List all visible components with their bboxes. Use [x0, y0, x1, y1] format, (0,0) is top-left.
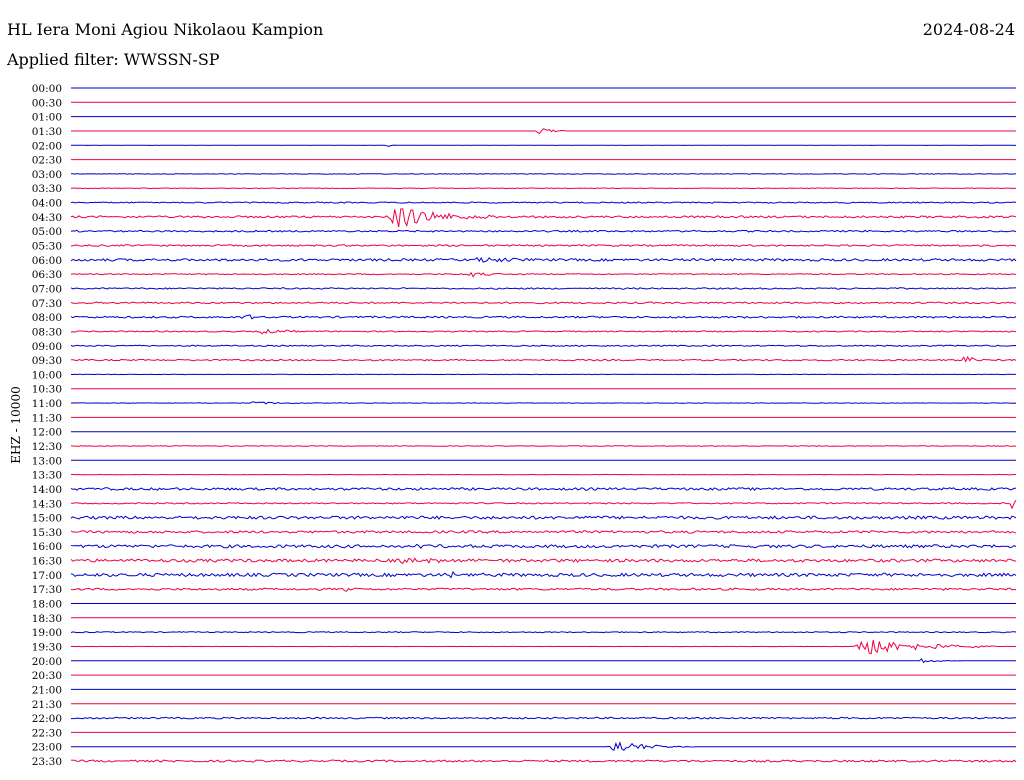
trace-line [70, 355, 1017, 363]
trace-line [70, 759, 1017, 763]
trace-line [70, 344, 1017, 347]
trace-line [71, 373, 1017, 376]
time-label: 01:30 [32, 126, 62, 138]
seismic-traces [70, 87, 1017, 763]
trace-line [70, 570, 1017, 579]
time-label: 09:00 [32, 341, 62, 353]
trace-line [70, 401, 1017, 405]
trace-line [70, 530, 1017, 534]
trace-line [70, 543, 1017, 549]
time-labels: 00:00 00:30 01:00 01:30 02:00 02:30 03:00 03:30… [32, 83, 62, 768]
time-label: 06:00 [32, 255, 62, 267]
time-label: 20:30 [32, 670, 62, 682]
time-label: 08:30 [32, 326, 62, 338]
time-label: 10:00 [32, 369, 62, 381]
trace-line [70, 229, 1017, 233]
trace-line [70, 499, 1017, 510]
time-label: 05:00 [32, 226, 62, 238]
trace-line [71, 173, 1017, 175]
time-label: 21:00 [32, 684, 62, 696]
trace-line [70, 328, 1017, 335]
time-label: 14:00 [32, 484, 62, 496]
time-label: 10:30 [32, 384, 62, 396]
time-label: 11:00 [32, 398, 62, 410]
time-label: 00:00 [32, 83, 62, 95]
trace-line [70, 445, 1017, 447]
station-title: HL Iera Moni Agiou Nikolaou Kampion [7, 20, 324, 39]
time-label: 09:30 [32, 355, 62, 367]
time-label: 13:00 [32, 455, 62, 467]
time-label: 07:30 [32, 298, 62, 310]
trace-line [70, 587, 1017, 592]
trace-line [70, 557, 1017, 565]
time-label: 08:00 [32, 312, 62, 324]
time-label: 20:00 [32, 656, 62, 668]
trace-line [70, 201, 1017, 204]
time-label: 23:30 [32, 756, 62, 768]
time-label: 03:30 [32, 183, 62, 195]
time-label: 07:00 [32, 283, 62, 295]
time-label: 23:00 [32, 742, 62, 754]
time-label: 14:30 [32, 498, 62, 510]
trace-line [71, 716, 1016, 720]
trace-line [70, 244, 1017, 247]
time-label: 17:00 [32, 570, 62, 582]
trace-line [71, 128, 1016, 135]
trace-line [70, 515, 1017, 520]
trace-line [70, 208, 1017, 228]
time-label: 16:00 [32, 541, 62, 553]
record-date: 2024-08-24 [922, 20, 1015, 39]
time-label: 18:00 [32, 599, 62, 611]
time-label: 05:30 [32, 241, 62, 253]
time-label: 21:30 [32, 699, 62, 711]
trace-line [70, 631, 1017, 634]
time-label: 12:00 [32, 427, 62, 439]
time-label: 19:00 [32, 627, 62, 639]
time-label: 15:30 [32, 527, 62, 539]
trace-line [70, 301, 1017, 305]
trace-line [70, 287, 1016, 290]
time-label: 01:00 [32, 112, 62, 124]
time-label: 22:30 [32, 727, 62, 739]
time-label: 04:00 [32, 198, 62, 210]
trace-line [70, 271, 1017, 278]
time-label: 11:30 [32, 412, 62, 424]
filter-label: Applied filter: WWSSN-SP [7, 50, 220, 69]
time-label: 12:30 [32, 441, 62, 453]
time-label: 02:00 [32, 140, 62, 152]
trace-line [71, 658, 1016, 664]
time-label: 16:30 [32, 556, 62, 568]
time-label: 17:30 [32, 584, 62, 596]
time-label: 15:00 [32, 513, 62, 525]
time-label: 18:30 [32, 613, 62, 625]
time-label: 19:30 [32, 641, 62, 653]
trace-line [70, 256, 1017, 263]
time-label: 04:30 [32, 212, 62, 224]
trace-line [70, 314, 1017, 320]
trace-line [70, 487, 1017, 491]
time-label: 02:30 [32, 155, 62, 167]
time-label: 13:30 [32, 470, 62, 482]
time-label: 00:30 [32, 97, 62, 109]
trace-line [70, 187, 1017, 190]
trace-line [71, 741, 1016, 752]
trace-line [70, 640, 1016, 655]
time-label: 22:00 [32, 713, 62, 725]
time-label: 06:30 [32, 269, 62, 281]
time-label: 03:00 [32, 169, 62, 181]
trace-line [71, 144, 1017, 147]
